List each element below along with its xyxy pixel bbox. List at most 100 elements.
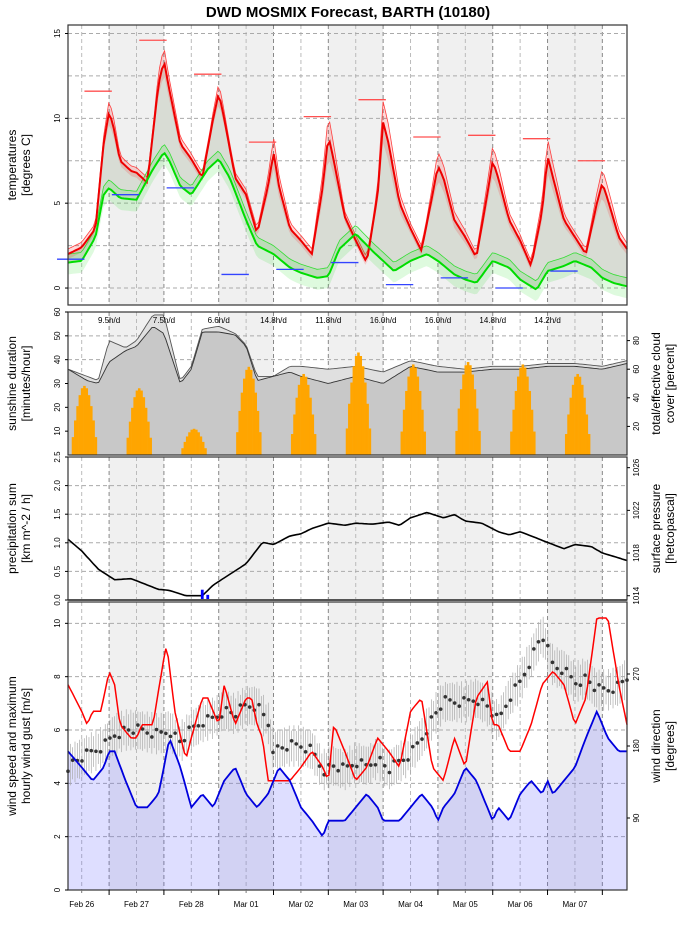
- direction-point: [462, 696, 466, 700]
- sunshine-bar: [348, 403, 351, 455]
- x-tick-label: Mar 07: [562, 900, 587, 909]
- direction-point: [178, 739, 182, 744]
- panel-wind: 0 2 4 6 8 10 90 180 270 wind speed and maximum hou…: [5, 601, 677, 892]
- cloud-total-line: [67, 314, 628, 381]
- direction-point: [522, 672, 527, 677]
- panel-precipitation: 0.0 0.5 1.0 1.5 2.0 2.5 1014 1018 1022 1026 precip…: [5, 451, 677, 606]
- direction-point: [205, 714, 210, 718]
- y-tick-label: 0.0: [53, 594, 62, 606]
- sunshine-bar: [199, 436, 203, 455]
- sunshine-bar: [471, 374, 474, 455]
- sunshine-bar: [569, 397, 573, 455]
- panel-border: [67, 24, 628, 306]
- y-tick-label: 40: [632, 393, 641, 402]
- direction-point: [89, 748, 94, 753]
- direction-point: [275, 744, 280, 748]
- sunshine-bar: [85, 388, 89, 455]
- sunshine-bar: [80, 388, 84, 455]
- sunshine-bar: [249, 369, 253, 455]
- axis-label: [degrees]: [663, 721, 677, 771]
- sunshine-bar: [290, 434, 294, 455]
- sunshine-bar: [587, 434, 591, 455]
- x-tick-label: Feb 26: [69, 900, 94, 909]
- sunshine-bar: [247, 366, 251, 455]
- sunshine-bar: [258, 432, 262, 455]
- sunshine-bar: [571, 384, 575, 455]
- direction-point: [401, 758, 406, 763]
- axis-label: surface pressure: [649, 483, 663, 573]
- daily-sunshine-label: 16.0h/d: [370, 316, 397, 325]
- sunshine-bar: [510, 431, 513, 455]
- direction-point: [285, 748, 289, 752]
- sunshine-bar: [512, 409, 516, 455]
- y-tick-label: 50: [53, 331, 62, 340]
- sunshine-bar: [580, 384, 584, 455]
- sunshine-bar: [359, 356, 363, 455]
- daily-sunshine-label: 7.5h/d: [153, 316, 175, 325]
- direction-point: [532, 647, 536, 651]
- direction-point: [154, 727, 159, 732]
- y-tick-label: 2.0: [53, 479, 62, 491]
- y-tick-label: 180: [632, 739, 641, 753]
- y-tick-label: 20: [632, 421, 641, 430]
- direction-point: [98, 750, 103, 754]
- sunshine-bar: [140, 390, 143, 455]
- sunshine-bar: [409, 367, 413, 455]
- y-tick-label: 0.5: [53, 565, 62, 577]
- sunshine-bar: [585, 414, 589, 455]
- wind-speed-area: [68, 711, 627, 890]
- axis-label: cover [percent]: [663, 344, 677, 423]
- direction-point: [150, 735, 154, 739]
- sunshine-bar: [128, 421, 132, 455]
- direction-point: [108, 736, 112, 740]
- panel-sunshine: 9.5h/d 7.5h/d 6.6h/d 14.8h/d 11.8h/d 16.0h/d 1…: [5, 307, 677, 456]
- sunshine-bar: [242, 378, 246, 455]
- sunshine-bar: [71, 437, 75, 455]
- y-tick-label: 15: [53, 28, 62, 37]
- direction-point: [299, 745, 303, 749]
- y-tick-label: 20: [53, 402, 62, 411]
- y-tick-label: 1014: [632, 586, 641, 604]
- cloud-effective-area: [68, 327, 627, 455]
- direction-point: [173, 731, 177, 735]
- direction-point: [620, 679, 625, 684]
- y-tick-label: 40: [53, 355, 62, 364]
- dewpoint-line: [67, 151, 628, 291]
- temp-uncertainty-band: [68, 50, 627, 270]
- sunshine-bar: [238, 410, 242, 455]
- direction-point: [317, 764, 322, 768]
- direction-point: [164, 731, 168, 736]
- sunshine-bar: [402, 409, 406, 455]
- y-tick-label: 80: [632, 336, 641, 345]
- temp-dew-band: [68, 64, 627, 290]
- direction-point: [145, 731, 149, 735]
- axis-label: [km m^-2 / h]: [19, 494, 33, 563]
- sunshine-bar: [416, 376, 420, 455]
- precipitation-bar: [206, 594, 210, 600]
- direction-point: [448, 698, 452, 702]
- direction-point: [387, 770, 392, 775]
- y-tick-label: 8: [53, 674, 62, 679]
- direction-point: [289, 739, 294, 743]
- direction-point: [126, 728, 131, 732]
- direction-point: [266, 723, 271, 728]
- y-tick-label: 10: [53, 113, 62, 122]
- axis-label: hourly wind gust [m/s]: [19, 688, 33, 804]
- sunshine-bar: [526, 376, 529, 455]
- sunshine-bar: [126, 437, 130, 455]
- direction-point: [355, 764, 359, 769]
- wind-speed-line: [67, 709, 627, 837]
- direction-point: [518, 679, 522, 684]
- direction-point: [247, 705, 252, 709]
- y-tick-label: 1.0: [53, 537, 62, 549]
- sunshine-bar: [418, 390, 422, 455]
- axis-label: precipitation sum: [5, 483, 19, 574]
- sunshine-bar: [204, 448, 207, 455]
- sunshine-bar: [131, 407, 134, 455]
- direction-point: [168, 734, 173, 739]
- panel-temperature: 0 5 10 15 temperatures [degrees C]: [5, 24, 628, 306]
- direction-point: [140, 727, 145, 731]
- direction-point: [550, 660, 555, 665]
- sunshine-bar: [466, 362, 470, 455]
